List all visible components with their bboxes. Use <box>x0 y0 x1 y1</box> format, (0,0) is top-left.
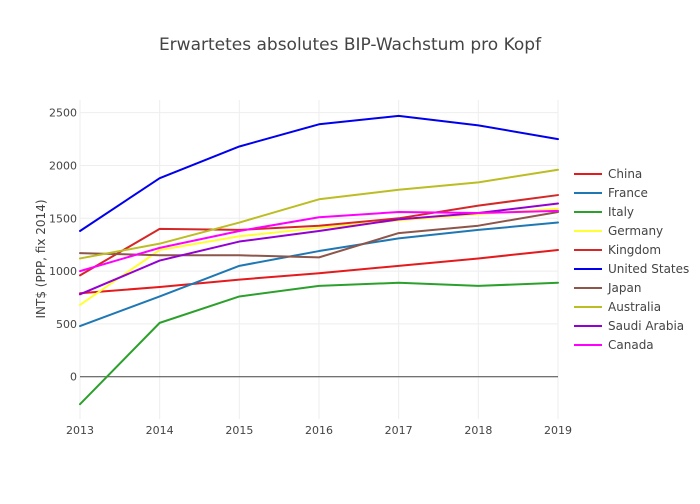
legend-item-italy[interactable]: Italy <box>574 205 634 219</box>
legend-label: France <box>608 186 648 200</box>
y-axis-title: INT$ (PPP, fix 2014) <box>34 199 48 318</box>
legend-label: Kingdom <box>608 243 661 257</box>
series-line-germany[interactable] <box>79 207 559 306</box>
series-line-united-states[interactable] <box>79 114 559 232</box>
legend-label: Australia <box>608 300 661 314</box>
x-tick-label: 2015 <box>225 424 253 437</box>
legend-item-united-states[interactable]: United States <box>574 262 689 276</box>
series-line-kingdom[interactable] <box>79 194 559 277</box>
legend-item-canada[interactable]: Canada <box>574 338 654 352</box>
legend[interactable]: China France Italy Germany Kingdom United Sta… <box>574 167 689 352</box>
y-tick-label: 1000 <box>49 265 77 278</box>
legend-item-france[interactable]: France <box>574 186 648 200</box>
x-tick-label: 2013 <box>66 424 94 437</box>
x-tick-label: 2016 <box>305 424 333 437</box>
legend-label: Saudi Arabia <box>608 319 684 333</box>
legend-item-germany[interactable]: Germany <box>574 224 663 238</box>
series-line-china[interactable] <box>79 248 559 295</box>
x-tick-label: 2019 <box>544 424 572 437</box>
legend-item-kingdom[interactable]: Kingdom <box>574 243 661 257</box>
y-tick-label: 1500 <box>49 212 77 225</box>
series-line-japan[interactable] <box>79 210 559 259</box>
x-tick-label: 2014 <box>146 424 174 437</box>
legend-label: China <box>608 167 642 181</box>
series-line-italy[interactable] <box>79 281 559 406</box>
legend-label: Germany <box>608 224 663 238</box>
y-tick-label: 500 <box>56 318 77 331</box>
x-tick-label: 2017 <box>385 424 413 437</box>
legend-item-japan[interactable]: Japan <box>574 281 641 295</box>
series-line-australia[interactable] <box>79 168 559 260</box>
grid-layer <box>79 100 559 419</box>
series-layer <box>79 114 559 406</box>
tick-layer: 2013 2014 2015 2016 2017 2018 2019 0 500 1000 1500… <box>49 107 572 437</box>
y-tick-label: 2500 <box>49 107 77 120</box>
legend-label: Italy <box>608 205 634 219</box>
legend-label: Japan <box>607 281 641 295</box>
legend-label: United States <box>608 262 689 276</box>
y-tick-label: 0 <box>70 371 77 384</box>
legend-item-china[interactable]: China <box>574 167 642 181</box>
legend-label: Canada <box>608 338 654 352</box>
series-line-canada[interactable] <box>79 209 559 273</box>
series-line-france[interactable] <box>79 221 559 328</box>
y-tick-label: 2000 <box>49 159 77 172</box>
legend-item-australia[interactable]: Australia <box>574 300 661 314</box>
chart-title: Erwartetes absolutes BIP-Wachstum pro Ko… <box>159 35 542 55</box>
x-tick-label: 2018 <box>464 424 492 437</box>
legend-item-saudi-arabia[interactable]: Saudi Arabia <box>574 319 684 333</box>
